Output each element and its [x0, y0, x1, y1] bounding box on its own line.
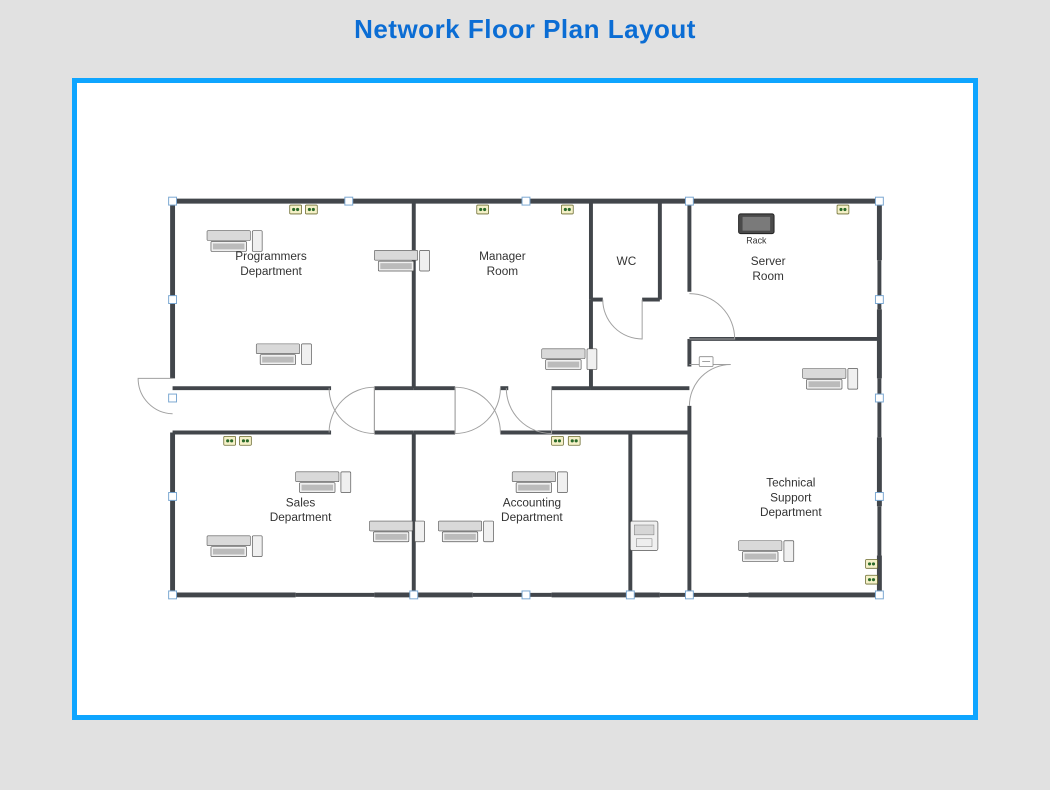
label-manager-2: Room — [487, 264, 519, 278]
svg-text:TechnicalSupportDepartment: TechnicalSupportDepartment — [760, 476, 822, 520]
svg-text:SalesDepartment: SalesDepartment — [270, 495, 332, 524]
page-title: Network Floor Plan Layout — [0, 14, 1050, 45]
label-acct-1: Accounting — [503, 495, 561, 509]
label-tech-3: Department — [760, 505, 822, 519]
label-manager-1: Manager — [479, 249, 526, 263]
top-row-walls — [173, 201, 690, 388]
door-arcs — [138, 294, 735, 434]
printer-icon — [630, 521, 658, 551]
label-tech-1: Technical — [766, 476, 815, 490]
svg-text:Rack: Rack — [746, 235, 767, 245]
svg-text:ManagerRoom: ManagerRoom — [479, 249, 526, 278]
label-acct-2: Department — [501, 510, 563, 524]
svg-text:WC: WC — [617, 254, 637, 268]
title-text: Network Floor Plan Layout — [354, 14, 696, 44]
label-wc: WC — [617, 254, 637, 268]
label-sales-1: Sales — [286, 495, 316, 509]
svg-text:ServerRoom: ServerRoom — [751, 254, 786, 283]
label-sales-2: Department — [270, 510, 332, 524]
label-programmers-2: Department — [240, 264, 302, 278]
label-programmers-1: Programmers — [235, 249, 307, 263]
label-server-2: Room — [752, 269, 784, 283]
label-rack: Rack — [746, 235, 767, 245]
diagram-frame: ProgrammersDepartment ManagerRoom WC Ser… — [72, 78, 978, 720]
rack-icon — [739, 214, 774, 234]
label-server-1: Server — [751, 254, 786, 268]
floorplan-svg: ProgrammersDepartment ManagerRoom WC Ser… — [77, 83, 973, 715]
svg-text:ProgrammersDepartment: ProgrammersDepartment — [235, 249, 307, 278]
label-tech-2: Support — [770, 490, 812, 504]
svg-text:AccountingDepartment: AccountingDepartment — [501, 495, 563, 524]
bottom-row-walls — [173, 432, 690, 594]
wall-outlet-icon — [699, 357, 713, 367]
